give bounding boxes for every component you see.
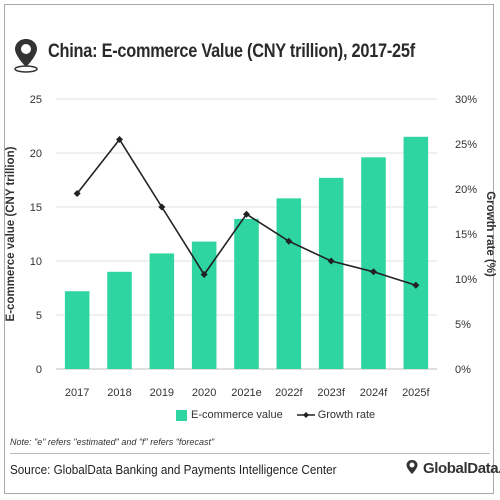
y-tick-label: 20 bbox=[30, 148, 42, 160]
growth-rate-point bbox=[73, 190, 81, 197]
legend-bar-label: E-commerce value bbox=[191, 409, 283, 421]
chart-note: Note: "e" refers "estimated" and "f" ref… bbox=[10, 437, 215, 447]
legend-line-swatch bbox=[296, 412, 315, 418]
growth-rate-point bbox=[200, 271, 208, 278]
y2-tick-label: 30% bbox=[455, 94, 477, 106]
y-tick-label: 5 bbox=[36, 310, 42, 322]
y2-axis-title: Growth rate (%) bbox=[484, 191, 496, 277]
growth-rate-point bbox=[370, 268, 377, 276]
legend-item-bar: E-commerce value bbox=[176, 409, 283, 421]
brand-logo: GlobalData. bbox=[404, 459, 500, 477]
y-tick-label: 0 bbox=[36, 364, 42, 376]
bar bbox=[361, 157, 386, 369]
y2-tick-label: 25% bbox=[455, 139, 477, 151]
x-tick-label: 2025f bbox=[402, 387, 430, 399]
bar bbox=[276, 198, 302, 369]
legend-bar-swatch bbox=[176, 409, 187, 421]
footer-divider bbox=[10, 453, 490, 454]
y2-tick-label: 10% bbox=[455, 274, 477, 286]
x-tick-label: 2018 bbox=[107, 387, 131, 399]
growth-rate-point bbox=[116, 136, 123, 143]
x-tick-label: 2019 bbox=[150, 387, 174, 399]
growth-rate-point bbox=[243, 210, 250, 218]
y-axis-title: E-commerce value (CNY trillion) bbox=[5, 146, 17, 321]
y2-tick-label: 5% bbox=[455, 319, 471, 331]
bar bbox=[318, 177, 344, 369]
globaldata-logo-icon bbox=[406, 460, 418, 474]
growth-rate-point bbox=[412, 281, 420, 289]
growth-rate-point bbox=[285, 237, 293, 245]
growth-rate-point bbox=[158, 203, 166, 211]
y2-tick-label: 20% bbox=[455, 184, 477, 196]
bar bbox=[149, 253, 175, 369]
chart-title: China: E-commerce Value (CNY trillion), … bbox=[48, 41, 415, 62]
bar bbox=[403, 136, 429, 369]
legend-item-line: Growth rate bbox=[296, 409, 376, 421]
x-tick-label: 2023f bbox=[317, 387, 345, 399]
bar bbox=[107, 271, 132, 369]
x-tick-label: 2021e bbox=[231, 387, 262, 399]
globe-location-pin-icon bbox=[14, 39, 38, 73]
y-tick-label: 25 bbox=[30, 94, 42, 106]
y2-tick-label: 0% bbox=[455, 364, 471, 376]
y-tick-label: 15 bbox=[30, 202, 42, 214]
brand-name: GlobalData. bbox=[423, 459, 500, 477]
bar bbox=[64, 291, 90, 369]
x-tick-label: 2017 bbox=[65, 387, 89, 399]
source-text: Source: GlobalData Banking and Payments … bbox=[10, 462, 337, 477]
y2-tick-label: 15% bbox=[455, 229, 477, 241]
bar bbox=[234, 218, 259, 369]
y-tick-label: 10 bbox=[30, 256, 42, 268]
x-tick-label: 2024f bbox=[360, 387, 388, 399]
growth-rate-point bbox=[327, 257, 335, 265]
chart-legend: E-commerce value Growth rate bbox=[176, 409, 389, 421]
x-tick-label: 2022f bbox=[275, 387, 303, 399]
legend-line-label: Growth rate bbox=[317, 409, 376, 421]
x-tick-label: 2020 bbox=[192, 387, 216, 399]
